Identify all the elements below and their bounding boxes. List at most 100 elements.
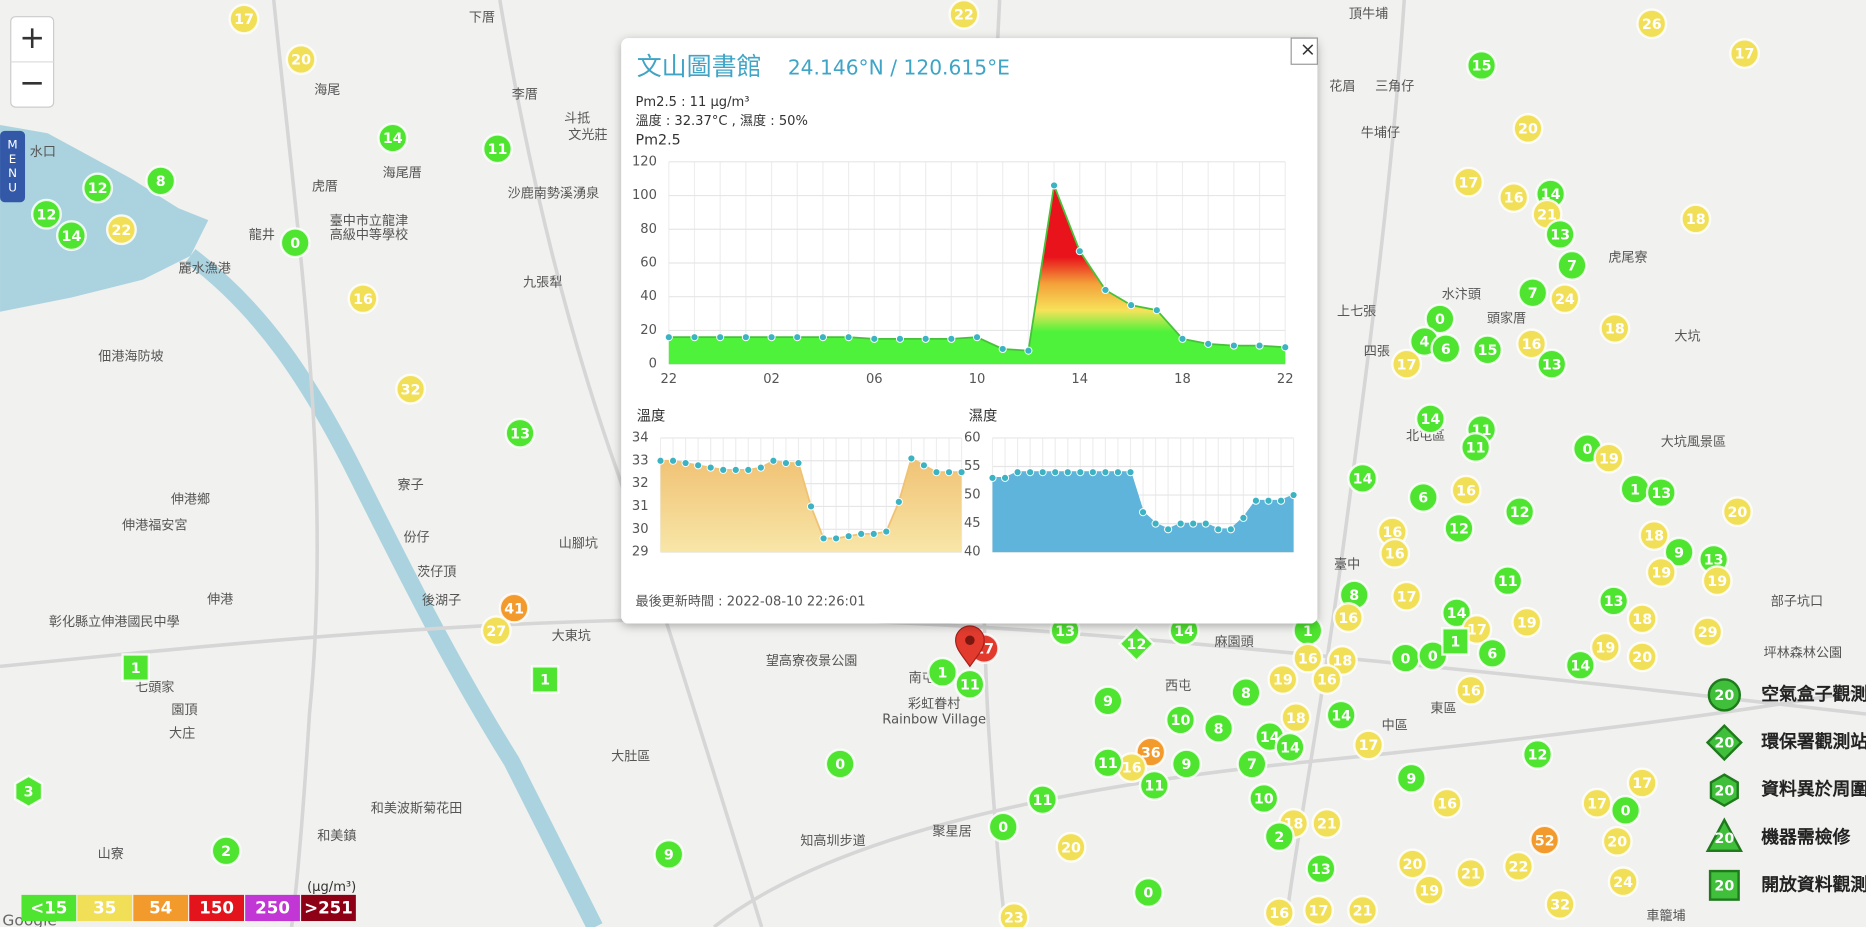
marker[interactable] xyxy=(1292,642,1324,674)
marker[interactable] xyxy=(1626,603,1658,635)
marker[interactable] xyxy=(105,214,137,246)
menu-button[interactable] xyxy=(0,130,26,203)
marker[interactable] xyxy=(1347,894,1379,926)
marker[interactable] xyxy=(1263,821,1295,853)
marker[interactable] xyxy=(1441,627,1470,656)
marker[interactable] xyxy=(395,373,427,405)
zoom-out[interactable]: − xyxy=(19,65,45,101)
marker[interactable] xyxy=(481,133,513,165)
marker[interactable] xyxy=(121,653,150,682)
marker[interactable] xyxy=(1593,442,1625,474)
marker[interactable] xyxy=(1626,767,1658,799)
marker[interactable] xyxy=(1544,888,1576,920)
marker[interactable] xyxy=(1407,481,1439,513)
marker[interactable] xyxy=(1347,462,1379,494)
marker[interactable] xyxy=(1332,602,1364,634)
marker[interactable] xyxy=(987,811,1019,843)
marker[interactable] xyxy=(1556,249,1588,281)
marker[interactable] xyxy=(1544,218,1576,250)
marker[interactable] xyxy=(1397,848,1429,880)
marker[interactable] xyxy=(55,220,87,252)
marker[interactable] xyxy=(1450,474,1482,506)
marker[interactable] xyxy=(1027,784,1058,816)
marker[interactable] xyxy=(1263,897,1295,927)
marker[interactable] xyxy=(1424,303,1456,335)
marker[interactable] xyxy=(1517,277,1549,309)
marker[interactable] xyxy=(1267,664,1299,695)
marker[interactable] xyxy=(1170,748,1202,780)
marker[interactable] xyxy=(1564,649,1596,681)
marker[interactable] xyxy=(1203,712,1235,744)
marker[interactable] xyxy=(1305,853,1337,885)
marker[interactable] xyxy=(1492,565,1524,597)
marker[interactable] xyxy=(1311,808,1343,839)
marker[interactable] xyxy=(1599,312,1631,344)
marker[interactable] xyxy=(82,172,114,204)
marker[interactable] xyxy=(1601,825,1633,857)
marker[interactable] xyxy=(145,165,177,197)
marker[interactable] xyxy=(279,227,311,259)
marker[interactable] xyxy=(1503,850,1534,882)
marker[interactable] xyxy=(948,0,980,30)
marker[interactable] xyxy=(1549,283,1581,315)
marker[interactable] xyxy=(1636,8,1668,40)
marker[interactable] xyxy=(1443,512,1475,544)
marker[interactable] xyxy=(1455,857,1487,889)
marker[interactable] xyxy=(1353,729,1385,761)
marker[interactable] xyxy=(1274,731,1306,763)
marker[interactable] xyxy=(228,3,260,35)
marker[interactable] xyxy=(285,44,317,75)
marker[interactable] xyxy=(210,835,242,867)
marker[interactable] xyxy=(1692,616,1724,648)
marker[interactable] xyxy=(1460,431,1492,463)
marker[interactable] xyxy=(1536,348,1568,380)
marker[interactable] xyxy=(1638,520,1670,551)
marker[interactable] xyxy=(1610,794,1642,826)
marker[interactable] xyxy=(1729,38,1761,70)
marker[interactable] xyxy=(1472,334,1504,366)
marker[interactable] xyxy=(1280,702,1312,734)
marker[interactable] xyxy=(1248,783,1280,814)
marker[interactable] xyxy=(347,283,379,315)
marker[interactable] xyxy=(1325,699,1357,731)
marker[interactable] xyxy=(1476,637,1508,669)
marker[interactable] xyxy=(1598,585,1630,617)
close[interactable]: × xyxy=(1300,38,1316,60)
marker[interactable] xyxy=(1391,580,1423,612)
marker[interactable] xyxy=(1522,738,1553,770)
marker[interactable] xyxy=(30,198,62,230)
marker[interactable] xyxy=(1391,348,1423,380)
marker[interactable] xyxy=(530,665,560,694)
marker[interactable] xyxy=(504,417,536,449)
marker[interactable] xyxy=(1092,685,1124,717)
marker[interactable] xyxy=(1430,333,1462,365)
marker[interactable] xyxy=(1529,824,1561,856)
marker[interactable] xyxy=(1165,704,1196,736)
marker[interactable] xyxy=(824,748,856,780)
marker[interactable] xyxy=(927,656,958,688)
selected-pin[interactable] xyxy=(955,625,985,668)
marker[interactable] xyxy=(377,122,409,154)
marker[interactable] xyxy=(1581,787,1613,819)
marker[interactable] xyxy=(1379,537,1411,569)
marker[interactable] xyxy=(1512,113,1544,144)
marker[interactable] xyxy=(1132,877,1164,908)
marker[interactable] xyxy=(1626,641,1658,673)
marker[interactable] xyxy=(1117,625,1155,663)
marker[interactable] xyxy=(1680,203,1712,235)
close-box[interactable] xyxy=(1290,37,1318,65)
marker[interactable] xyxy=(1701,565,1733,597)
marker[interactable] xyxy=(998,902,1030,927)
marker[interactable] xyxy=(14,774,44,809)
marker[interactable] xyxy=(1721,496,1753,528)
marker[interactable] xyxy=(498,592,530,624)
marker[interactable] xyxy=(653,838,685,870)
marker[interactable] xyxy=(1230,677,1262,709)
marker[interactable] xyxy=(1138,769,1170,801)
marker[interactable] xyxy=(1455,674,1487,706)
marker[interactable] xyxy=(1453,166,1484,198)
marker[interactable] xyxy=(1645,477,1677,509)
marker[interactable] xyxy=(1236,748,1268,780)
marker[interactable] xyxy=(1413,874,1445,906)
marker[interactable] xyxy=(1589,631,1621,663)
